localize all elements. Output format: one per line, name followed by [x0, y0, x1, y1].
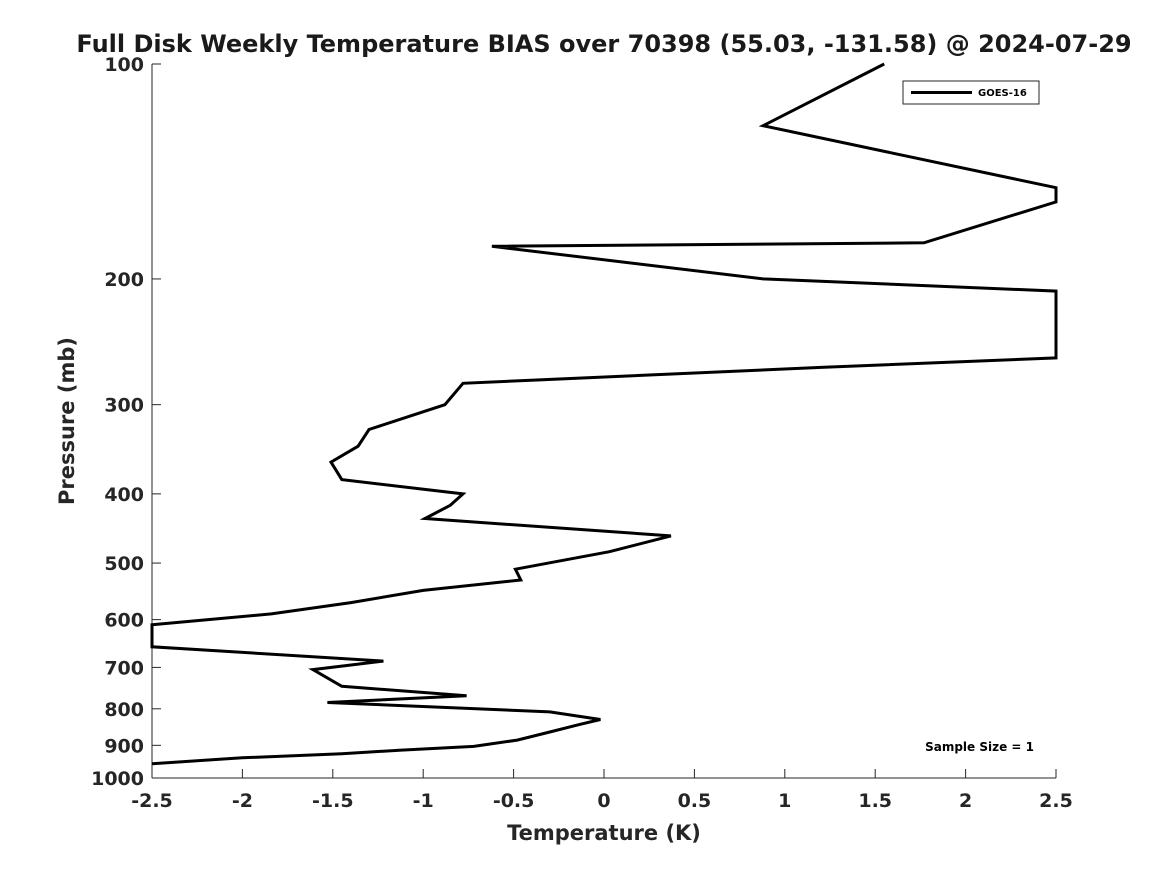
chart-title: Full Disk Weekly Temperature BIAS over 7… [76, 30, 1131, 58]
y-tick-label: 100 [104, 54, 144, 76]
legend: GOES-16 [902, 80, 1040, 105]
y-tick-label: 800 [104, 699, 144, 721]
y-tick-label: 400 [104, 484, 144, 506]
x-tick-label: 0 [597, 790, 610, 812]
legend-entry-goes-16: GOES-16 [978, 88, 1027, 99]
x-tick-label: -0.5 [493, 790, 535, 812]
y-axis-label: Pressure (mb) [55, 337, 79, 505]
x-tick-label: 1 [778, 790, 791, 812]
x-tick-label: 2 [959, 790, 972, 812]
x-tick-label: -2.5 [131, 790, 173, 812]
y-tick-label: 600 [104, 610, 144, 632]
x-axis-label: Temperature (K) [507, 821, 701, 845]
y-tick-label: 1000 [91, 768, 144, 790]
x-tick-label: 1.5 [858, 790, 892, 812]
y-tick-label: 300 [104, 395, 144, 417]
x-tick-label: -2 [232, 790, 253, 812]
y-tick-label: 200 [104, 269, 144, 291]
y-tick-label: 500 [104, 553, 144, 575]
y-tick-label: 900 [104, 735, 144, 757]
x-ticks: -2.5 -2 -1.5 -1 -0.5 0 0.5 1 1.5 2 2.5 [131, 769, 1073, 812]
plot-area [150, 62, 1058, 766]
x-tick-label: -1 [413, 790, 434, 812]
series-line-goes-16 [150, 62, 1058, 766]
x-tick-label: -1.5 [312, 790, 354, 812]
y-ticks: 100 200 300 400 500 600 700 800 900 1000 [91, 54, 161, 790]
x-tick-label: 2.5 [1039, 790, 1073, 812]
y-tick-label: 700 [104, 657, 144, 679]
sample-size-annotation: Sample Size = 1 [925, 740, 1034, 754]
x-tick-label: 0.5 [678, 790, 712, 812]
